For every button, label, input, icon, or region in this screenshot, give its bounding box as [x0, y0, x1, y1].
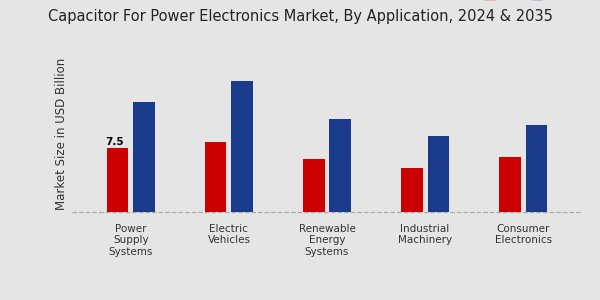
Text: Capacitor For Power Electronics Market, By Application, 2024 & 2035: Capacitor For Power Electronics Market, … — [47, 9, 553, 24]
Bar — [526, 125, 547, 212]
Y-axis label: Market Size in USD Billion: Market Size in USD Billion — [55, 57, 68, 210]
Bar — [205, 142, 226, 212]
Bar — [107, 148, 128, 212]
Bar — [428, 136, 449, 212]
Legend: 2024, 2035: 2024, 2035 — [480, 0, 577, 5]
Bar — [499, 157, 521, 212]
Bar — [133, 102, 155, 212]
Bar — [303, 159, 325, 212]
Text: 7.5: 7.5 — [105, 137, 124, 147]
Bar — [329, 119, 351, 212]
Bar — [401, 168, 422, 212]
Bar — [232, 81, 253, 212]
